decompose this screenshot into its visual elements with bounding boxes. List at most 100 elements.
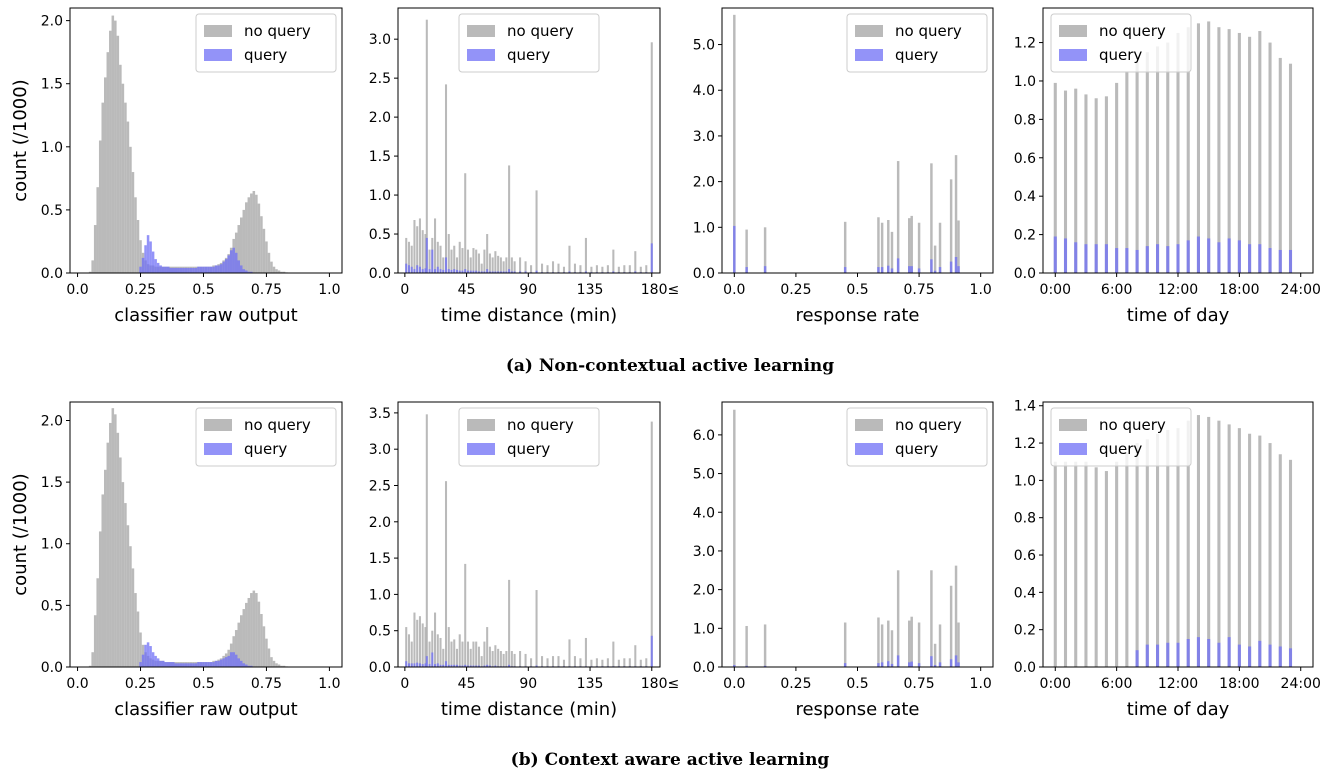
query-bar <box>436 266 439 273</box>
y-tick: 0.5 <box>41 203 70 219</box>
query-bar <box>232 247 235 273</box>
no-query-bar <box>938 222 942 273</box>
y-tick: 0.5 <box>369 624 398 640</box>
y-tick: 3.0 <box>693 544 722 560</box>
no-query-bar <box>1176 428 1180 667</box>
query-bar <box>447 269 450 273</box>
x-tick: 0.5 <box>192 273 215 298</box>
query-bar <box>436 663 439 667</box>
x-tick: 0 <box>400 273 409 298</box>
no-query-bar <box>232 636 235 667</box>
no-query-bar <box>131 172 135 273</box>
no-query-bar <box>957 220 960 273</box>
x-tick-label: 0.25 <box>780 676 811 692</box>
no-query-bar <box>612 641 615 667</box>
query-bar <box>733 665 736 667</box>
no-query-bar <box>247 197 251 273</box>
no-query-bar <box>245 602 248 667</box>
no-query-bar <box>491 651 494 667</box>
y-tick-label: 0.5 <box>41 598 63 614</box>
query-bar <box>1217 642 1221 667</box>
y-tick: 0.0 <box>1014 266 1043 282</box>
no-query-bar <box>455 257 459 273</box>
query-bar <box>1248 646 1252 667</box>
legend-swatch-no-query <box>1059 25 1087 37</box>
legend-label-query: query <box>244 46 287 64</box>
query-bar <box>475 665 478 667</box>
query-bar <box>1288 249 1293 273</box>
query-bar <box>513 271 516 273</box>
x-tick-label: 0.5 <box>192 676 214 692</box>
y-tick: 0.0 <box>693 660 722 676</box>
no-query-bar <box>524 653 527 667</box>
legend-swatch-no-query <box>855 419 883 431</box>
query-bar <box>1207 238 1211 273</box>
query-bar <box>472 270 475 273</box>
no-query-bar <box>488 253 491 273</box>
no-query-bar <box>508 165 511 273</box>
y-tick: 0.0 <box>41 660 70 676</box>
no-query-bar <box>510 651 513 667</box>
no-query-bar <box>428 249 431 273</box>
query-bar <box>182 267 185 273</box>
y-tick-label: 0.6 <box>1014 151 1036 167</box>
query-bar <box>910 266 913 273</box>
y-tick: 2.5 <box>369 478 398 494</box>
no-query-bar <box>434 218 437 273</box>
no-query-bar <box>908 218 911 273</box>
y-tick: 0.0 <box>1014 660 1043 676</box>
no-query-bar <box>650 42 653 273</box>
query-bar <box>444 661 448 667</box>
y-tick-label: 1.0 <box>693 621 715 637</box>
no-query-bar <box>930 163 933 273</box>
query-bar <box>199 266 203 273</box>
legend-swatch-no-query <box>1059 419 1087 431</box>
no-query-bar <box>277 270 281 273</box>
query-bar <box>240 265 243 273</box>
axes-frame <box>69 401 343 668</box>
no-query-bar <box>119 457 122 667</box>
no-query-bar <box>483 249 486 273</box>
no-query-bar <box>439 245 442 273</box>
no-query-bar <box>106 442 110 667</box>
no-query-bar <box>242 609 246 667</box>
query-bar <box>877 267 880 273</box>
y-tick: 0.5 <box>41 598 70 614</box>
y-tick-label: 0.2 <box>1014 623 1036 639</box>
no-query-bar <box>557 656 560 667</box>
x-axis-label: time of day <box>1127 699 1230 720</box>
legend-swatch-query <box>204 49 232 61</box>
caption-b: (b) Context aware active learning <box>511 750 830 770</box>
no-query-bar <box>1125 71 1129 274</box>
no-query-bar <box>114 20 117 274</box>
query-bar <box>141 654 145 667</box>
y-tick-label: 2.0 <box>369 110 391 126</box>
subplot-1-0: 0.0 0.25 0.5 0.75 1.0 0.0 0.5 1.0 1.5 2.0 classifi… <box>10 401 343 720</box>
y-tick: 0.5 <box>369 227 398 243</box>
x-tick-label: 45 <box>458 676 476 692</box>
x-tick-label: 180≤ <box>641 282 679 298</box>
no-query-bar <box>887 620 890 667</box>
no-query-bar <box>410 641 413 667</box>
no-query-bar <box>405 237 408 273</box>
y-tick: 0.2 <box>1014 623 1043 639</box>
y-tick-label: 0.0 <box>693 266 715 282</box>
no-query-bar <box>634 251 637 273</box>
y-tick: 1.0 <box>1014 473 1043 489</box>
query-bar <box>458 665 461 667</box>
query-bar <box>843 267 847 273</box>
no-query-bar <box>896 570 900 667</box>
query-bar <box>204 266 208 273</box>
no-query-bar <box>458 634 461 667</box>
no-query-bar <box>896 161 900 273</box>
no-query-bar <box>880 624 884 667</box>
y-tick-label: 3.0 <box>693 544 715 560</box>
x-tick-label: 0.0 <box>723 282 745 298</box>
no-query-bar <box>634 645 637 667</box>
x-tick: 0:00 <box>1040 273 1071 298</box>
y-tick: 0.0 <box>369 660 398 676</box>
query-bar <box>424 268 427 273</box>
query-bar <box>174 267 178 273</box>
no-query-bar <box>1196 415 1200 667</box>
